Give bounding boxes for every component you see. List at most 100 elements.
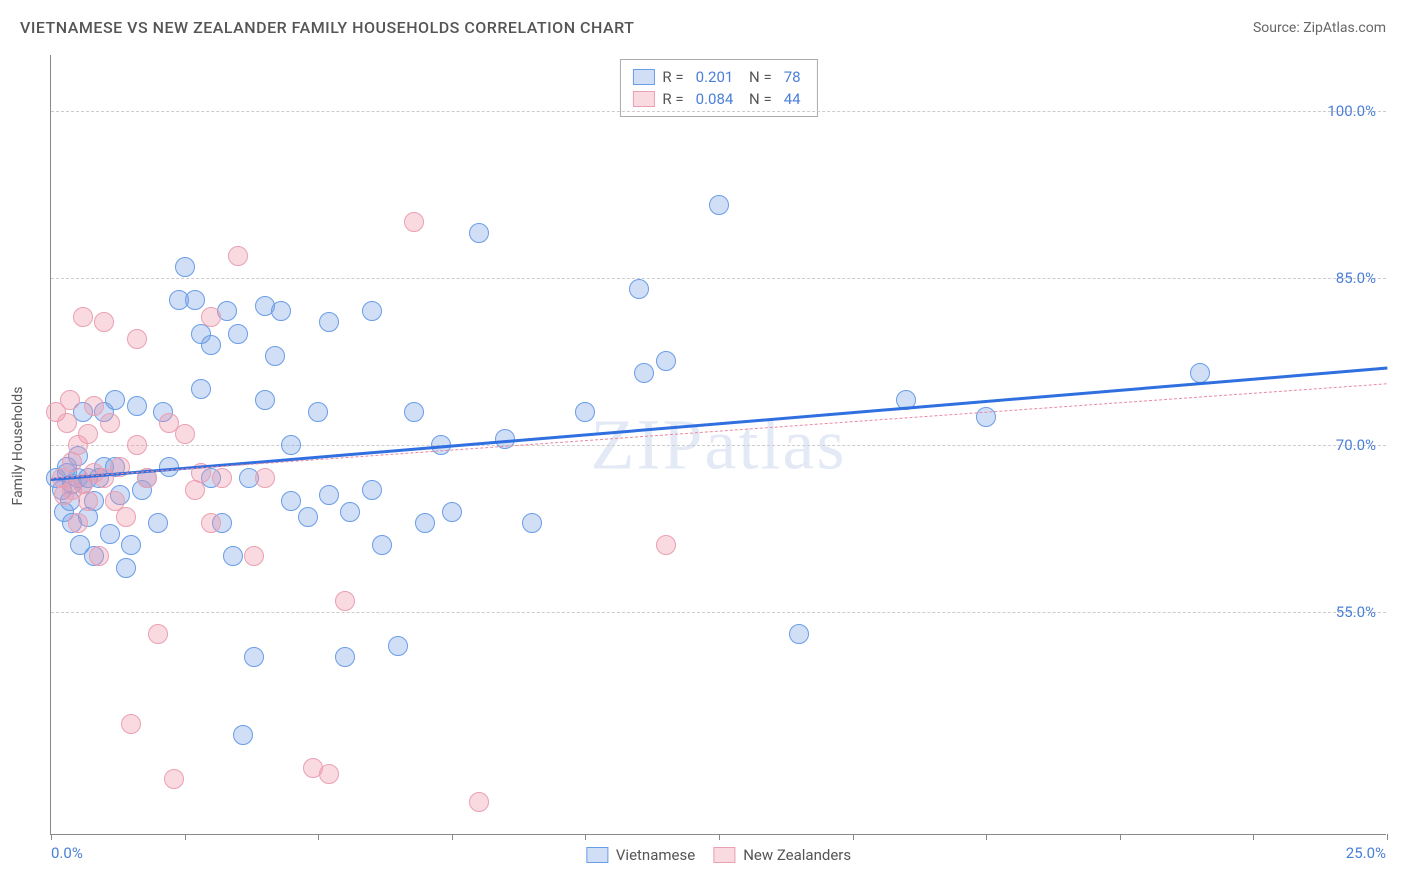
data-point bbox=[709, 195, 729, 215]
x-tick bbox=[1120, 834, 1121, 840]
data-point bbox=[319, 764, 339, 784]
data-point bbox=[60, 390, 80, 410]
data-point bbox=[442, 502, 462, 522]
header: VIETNAMESE VS NEW ZEALANDER FAMILY HOUSE… bbox=[20, 18, 1386, 37]
legend-stat-row: R = 0.084 N = 44 bbox=[632, 88, 804, 110]
data-point bbox=[100, 413, 120, 433]
data-point bbox=[335, 591, 355, 611]
trend-line bbox=[51, 384, 1387, 480]
data-point bbox=[228, 246, 248, 266]
data-point bbox=[201, 513, 221, 533]
data-point bbox=[233, 725, 253, 745]
legend-series: Vietnamese New Zealanders bbox=[586, 844, 851, 866]
x-tick-label: 25.0% bbox=[1346, 844, 1386, 862]
gridline bbox=[51, 612, 1386, 613]
data-point bbox=[255, 390, 275, 410]
data-point bbox=[255, 468, 275, 488]
data-point bbox=[78, 491, 98, 511]
data-point bbox=[116, 558, 136, 578]
data-point bbox=[148, 513, 168, 533]
source-attribution: Source: ZipAtlas.com bbox=[1253, 20, 1386, 36]
chart-container: VIETNAMESE VS NEW ZEALANDER FAMILY HOUSE… bbox=[0, 0, 1406, 892]
data-point bbox=[94, 312, 114, 332]
legend-swatch bbox=[586, 847, 608, 863]
gridline bbox=[51, 278, 1386, 279]
data-point bbox=[469, 792, 489, 812]
legend-series-item: Vietnamese bbox=[586, 844, 695, 866]
y-tick-label: 70.0% bbox=[1336, 436, 1376, 454]
data-point bbox=[340, 502, 360, 522]
data-point bbox=[116, 507, 136, 527]
data-point bbox=[127, 329, 147, 349]
data-point bbox=[656, 351, 676, 371]
legend-n-value: 44 bbox=[784, 90, 801, 108]
legend-series-item: New Zealanders bbox=[713, 844, 851, 866]
data-point bbox=[789, 624, 809, 644]
data-point bbox=[201, 307, 221, 327]
data-point bbox=[89, 546, 109, 566]
data-point bbox=[185, 290, 205, 310]
data-point bbox=[404, 212, 424, 232]
data-point bbox=[281, 435, 301, 455]
legend-r-label: R = bbox=[662, 68, 683, 86]
data-point bbox=[73, 307, 93, 327]
data-point bbox=[388, 636, 408, 656]
data-point bbox=[319, 312, 339, 332]
legend-swatch bbox=[632, 91, 654, 107]
data-point bbox=[335, 647, 355, 667]
x-tick bbox=[1387, 834, 1388, 840]
legend-n-value: 78 bbox=[784, 68, 801, 86]
y-tick-label: 100.0% bbox=[1327, 102, 1376, 120]
x-tick bbox=[318, 834, 319, 840]
x-tick bbox=[853, 834, 854, 840]
data-point bbox=[212, 468, 232, 488]
legend-r-label: R = bbox=[662, 90, 683, 108]
y-axis-label: Family Households bbox=[10, 387, 26, 506]
data-point bbox=[121, 714, 141, 734]
data-point bbox=[629, 279, 649, 299]
legend-n-label: N = bbox=[745, 90, 771, 108]
data-point bbox=[634, 363, 654, 383]
x-tick bbox=[51, 834, 52, 840]
data-point bbox=[68, 513, 88, 533]
data-point bbox=[78, 424, 98, 444]
x-tick bbox=[986, 834, 987, 840]
data-point bbox=[164, 769, 184, 789]
data-point bbox=[362, 301, 382, 321]
chart-title: VIETNAMESE VS NEW ZEALANDER FAMILY HOUSE… bbox=[20, 18, 634, 37]
data-point bbox=[404, 402, 424, 422]
data-point bbox=[57, 413, 77, 433]
legend-r-value: 0.201 bbox=[696, 68, 734, 86]
legend-swatch bbox=[713, 847, 735, 863]
legend-stats: R = 0.201 N = 78 R = 0.084 N = 44 bbox=[619, 59, 817, 117]
data-point bbox=[175, 257, 195, 277]
data-point bbox=[244, 546, 264, 566]
legend-n-label: N = bbox=[745, 68, 771, 86]
data-point bbox=[100, 524, 120, 544]
legend-series-label: Vietnamese bbox=[616, 846, 695, 864]
y-tick-label: 55.0% bbox=[1336, 603, 1376, 621]
legend-r-value: 0.084 bbox=[696, 90, 734, 108]
data-point bbox=[175, 424, 195, 444]
data-point bbox=[127, 435, 147, 455]
x-tick bbox=[719, 834, 720, 840]
x-tick bbox=[452, 834, 453, 840]
x-tick bbox=[1253, 834, 1254, 840]
data-point bbox=[281, 491, 301, 511]
x-tick bbox=[185, 834, 186, 840]
data-point bbox=[121, 535, 141, 555]
data-point bbox=[191, 379, 211, 399]
x-tick bbox=[585, 834, 586, 840]
legend-series-label: New Zealanders bbox=[743, 846, 851, 864]
data-point bbox=[415, 513, 435, 533]
data-point bbox=[127, 396, 147, 416]
data-point bbox=[372, 535, 392, 555]
data-point bbox=[575, 402, 595, 422]
data-point bbox=[223, 546, 243, 566]
data-point bbox=[1190, 363, 1210, 383]
legend-stat-row: R = 0.201 N = 78 bbox=[632, 66, 804, 88]
data-point bbox=[201, 335, 221, 355]
gridline bbox=[51, 111, 1386, 112]
data-point bbox=[105, 390, 125, 410]
data-point bbox=[522, 513, 542, 533]
